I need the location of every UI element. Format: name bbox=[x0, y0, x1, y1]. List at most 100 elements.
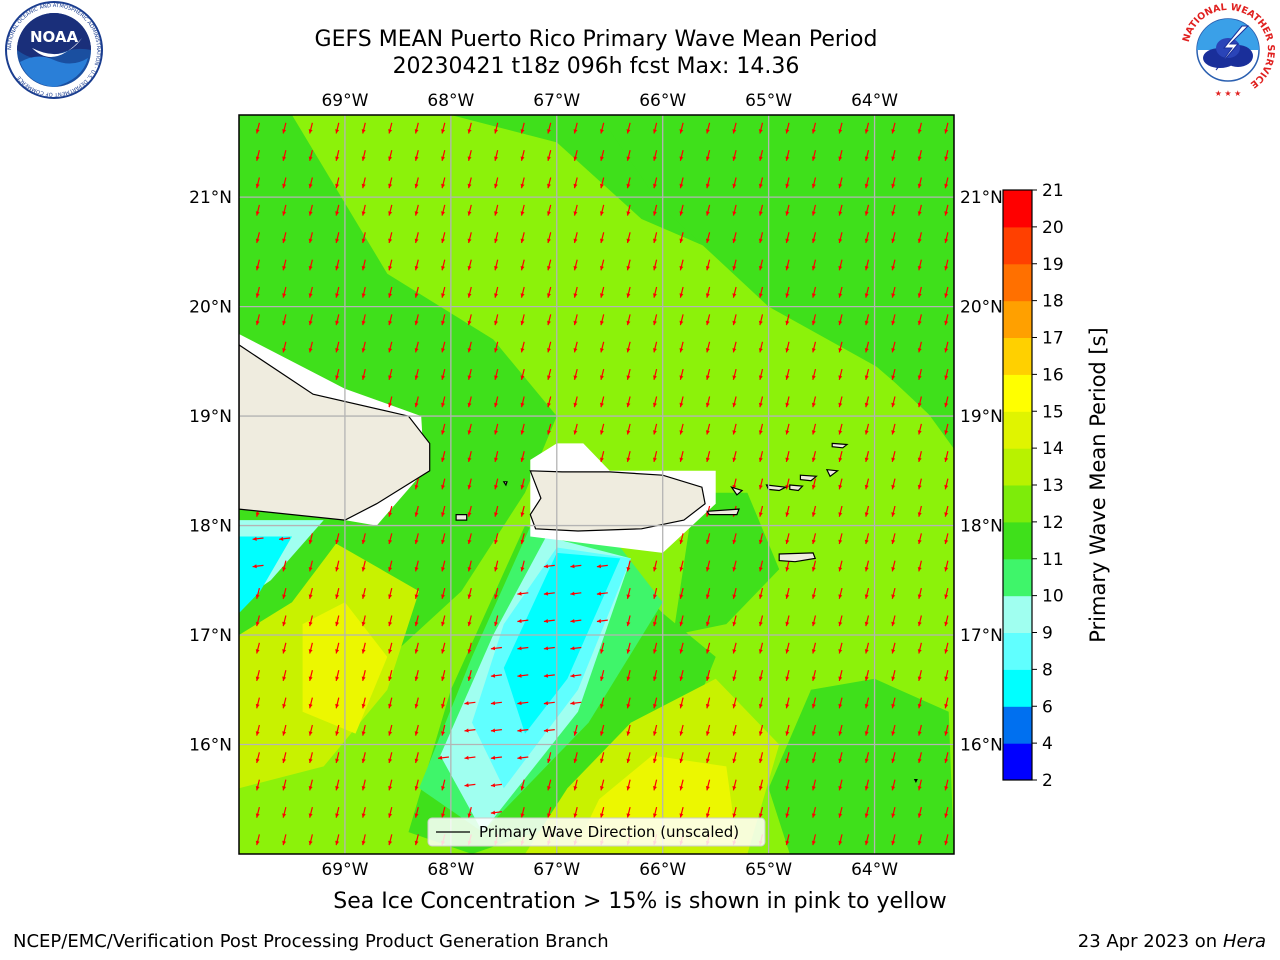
wave-arrow-head bbox=[626, 758, 631, 763]
wave-arrow-head bbox=[891, 758, 896, 763]
wave-arrow-head bbox=[838, 457, 843, 462]
wave-arrow-head bbox=[705, 266, 710, 271]
wave-arrow-head bbox=[653, 293, 657, 298]
wave-arrow-head bbox=[600, 649, 604, 654]
wave-arrow-head bbox=[520, 183, 525, 189]
wave-arrow-head bbox=[917, 266, 922, 271]
wave-arrow-head bbox=[335, 786, 340, 791]
wave-arrow-head bbox=[464, 728, 469, 733]
wave-arrow-head bbox=[414, 813, 419, 818]
wave-arrow-head bbox=[494, 293, 498, 298]
wave-arrow-head bbox=[705, 621, 710, 627]
colorbar-tick-label: 14 bbox=[1042, 439, 1064, 459]
wave-arrow-head bbox=[811, 567, 816, 572]
wave-arrow-head bbox=[679, 211, 684, 216]
wave-arrow-head bbox=[944, 484, 949, 490]
wave-arrow-head bbox=[653, 786, 657, 791]
wave-arrow-head bbox=[388, 129, 393, 134]
island-vieques bbox=[706, 508, 740, 516]
wave-arrow-head bbox=[255, 649, 260, 654]
wave-arrow-head bbox=[573, 211, 578, 216]
wave-arrow-head bbox=[255, 676, 260, 681]
wave-arrow-head bbox=[547, 293, 551, 298]
wave-arrow-head bbox=[335, 293, 340, 298]
wave-arrow-head bbox=[255, 129, 260, 134]
wave-arrow-head bbox=[308, 786, 313, 791]
wave-arrow-head bbox=[464, 783, 469, 788]
wave-arrow-head bbox=[255, 183, 260, 189]
wave-arrow-head bbox=[573, 183, 578, 189]
wave-arrow-head bbox=[917, 183, 922, 189]
wave-arrow-head bbox=[414, 676, 419, 681]
wave-arrow-head bbox=[441, 621, 445, 627]
wave-arrow-head bbox=[705, 430, 710, 435]
wave-arrow-head bbox=[414, 183, 419, 189]
wave-arrow-head bbox=[573, 348, 578, 353]
nws-logo: NATIONAL WEATHER SERVICE ★ ★ ★ bbox=[1180, 2, 1276, 98]
map-frame bbox=[238, 114, 955, 855]
wave-arrow-head bbox=[785, 211, 790, 216]
wave-arrow-head bbox=[679, 731, 684, 736]
wave-arrow-head bbox=[758, 129, 763, 134]
wave-arrow-head bbox=[864, 211, 869, 216]
wave-arrow-head bbox=[891, 211, 896, 216]
wave-arrow-head bbox=[864, 183, 869, 189]
island-desecheo bbox=[502, 481, 508, 487]
wave-arrow-head bbox=[282, 758, 287, 763]
wave-arrow-head bbox=[600, 320, 604, 326]
wave-arrow-head bbox=[600, 786, 604, 791]
nws-stars-icon: ★ ★ ★ bbox=[1215, 89, 1242, 98]
wave-arrow-head bbox=[917, 676, 922, 681]
wave-arrow-head bbox=[785, 293, 790, 298]
wave-arrow-head bbox=[600, 266, 604, 271]
wave-arrow-head bbox=[388, 840, 393, 846]
wave-arrow-head bbox=[467, 457, 472, 462]
wave-arrow-head bbox=[335, 539, 340, 544]
wave-arrow-head bbox=[308, 840, 313, 846]
wave-arrow-head bbox=[705, 758, 710, 763]
wave-arrow-head bbox=[838, 375, 843, 380]
wave-arrow-head bbox=[732, 621, 737, 627]
wave-arrow-head bbox=[308, 539, 313, 544]
wave-arrow-head bbox=[520, 293, 525, 298]
wave-arrow-head bbox=[308, 567, 313, 572]
wave-arrow-head bbox=[467, 293, 472, 298]
wave-arrow-head bbox=[255, 293, 260, 298]
wave-arrow-head bbox=[573, 758, 578, 763]
wave-arrow-head bbox=[864, 567, 869, 572]
wave-arrow-head bbox=[705, 594, 710, 599]
footer-host: Hera bbox=[1222, 931, 1266, 952]
wave-arrow-head bbox=[891, 676, 896, 681]
wave-arrow-head bbox=[520, 539, 525, 544]
wave-arrow-head bbox=[944, 129, 949, 134]
wave-arrow-head bbox=[361, 786, 366, 791]
wave-arrow-head bbox=[653, 649, 657, 654]
wave-arrow-head bbox=[282, 649, 287, 654]
wave-arrow-head bbox=[467, 484, 472, 490]
wave-arrow-head bbox=[944, 211, 949, 216]
wave-arrow-head bbox=[494, 211, 498, 216]
wave-arrow-head bbox=[891, 731, 896, 736]
wave-arrow-head bbox=[361, 731, 366, 736]
wave-arrow-head bbox=[441, 320, 445, 326]
wave-arrow-head bbox=[653, 676, 657, 681]
wave-arrow-head bbox=[600, 375, 604, 380]
wave-arrow-head bbox=[388, 539, 393, 544]
wave-arrow-head bbox=[758, 320, 763, 326]
wave-arrow-head bbox=[811, 594, 816, 599]
wave-arrow-head bbox=[361, 649, 366, 654]
wave-arrow-head bbox=[838, 786, 843, 791]
wave-arrow-head bbox=[626, 266, 631, 271]
wave-arrow-head bbox=[811, 320, 816, 326]
wave-arrow-head bbox=[570, 591, 575, 596]
colorbar-tick-label: 21 bbox=[1042, 181, 1064, 201]
wave-arrow-head bbox=[467, 156, 472, 161]
wave-arrow-head bbox=[596, 564, 602, 569]
wave-arrow-head bbox=[490, 673, 496, 678]
wave-arrow-head bbox=[547, 129, 551, 134]
colorbar-tick-label: 11 bbox=[1042, 550, 1064, 570]
wave-arrow-head bbox=[838, 512, 843, 517]
wave-arrow-head bbox=[414, 703, 419, 709]
wave-arrow-head bbox=[388, 731, 393, 736]
